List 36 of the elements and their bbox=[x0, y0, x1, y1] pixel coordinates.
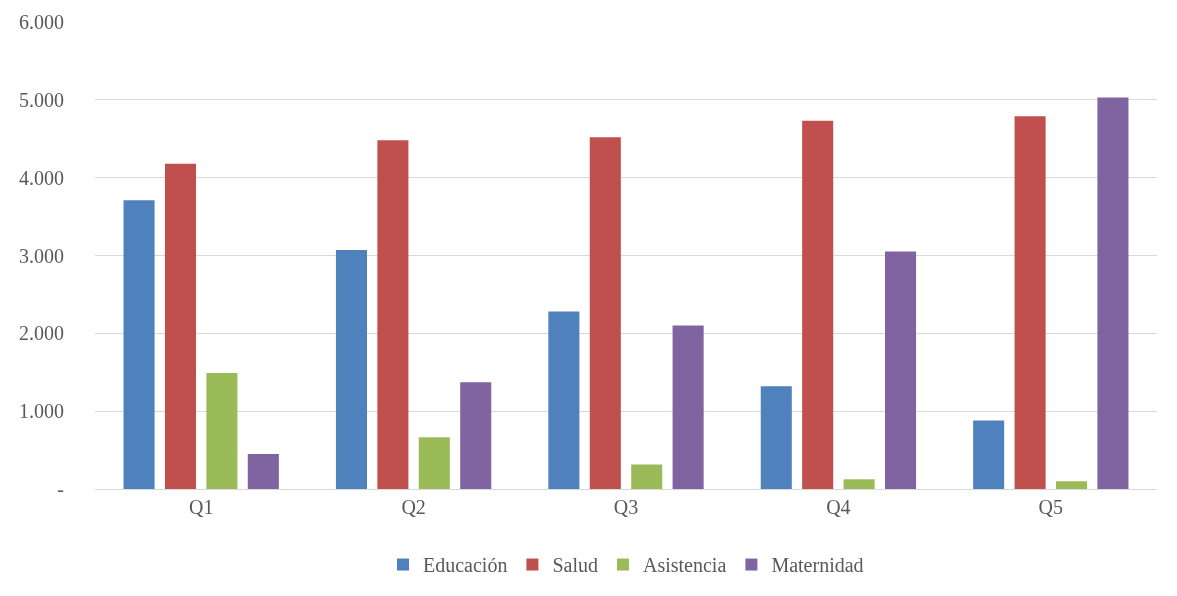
legend-label: Asistencia bbox=[642, 554, 727, 577]
legend-label: Maternidad bbox=[771, 554, 864, 577]
x-tick-label: Q2 bbox=[401, 496, 426, 518]
bar bbox=[843, 479, 875, 489]
bar bbox=[418, 437, 450, 489]
bar bbox=[885, 251, 917, 489]
y-tick-label: 6.000 bbox=[19, 11, 64, 33]
bar bbox=[335, 250, 367, 489]
y-tick-label: 5.000 bbox=[19, 88, 64, 111]
y-tick-label: 4.000 bbox=[19, 166, 64, 189]
y-tick-label: 3.000 bbox=[19, 244, 64, 267]
y-tick-label: 1.000 bbox=[19, 400, 64, 423]
y-tick-label: - bbox=[57, 478, 64, 500]
x-tick-label: Q4 bbox=[826, 496, 851, 518]
bar bbox=[672, 325, 704, 489]
bar bbox=[802, 120, 834, 489]
bar bbox=[631, 464, 663, 489]
bar bbox=[247, 453, 279, 489]
bar bbox=[589, 137, 621, 489]
bar bbox=[973, 420, 1005, 489]
bar bbox=[460, 382, 492, 489]
bar bbox=[123, 200, 155, 489]
bar bbox=[1014, 116, 1046, 489]
bar bbox=[206, 373, 238, 489]
x-tick-label: Q5 bbox=[1038, 496, 1064, 518]
legend-label: Salud bbox=[552, 554, 598, 577]
bar bbox=[164, 163, 197, 489]
x-tick-label: Q3 bbox=[613, 496, 639, 518]
bar bbox=[1097, 97, 1129, 489]
bar bbox=[1055, 481, 1088, 489]
x-tick-label: Q1 bbox=[188, 496, 214, 518]
bar bbox=[548, 311, 580, 489]
y-tick-label: 2.000 bbox=[19, 322, 64, 345]
bar bbox=[760, 386, 792, 489]
bar bbox=[377, 140, 409, 489]
legend-label: Educación bbox=[423, 554, 508, 577]
